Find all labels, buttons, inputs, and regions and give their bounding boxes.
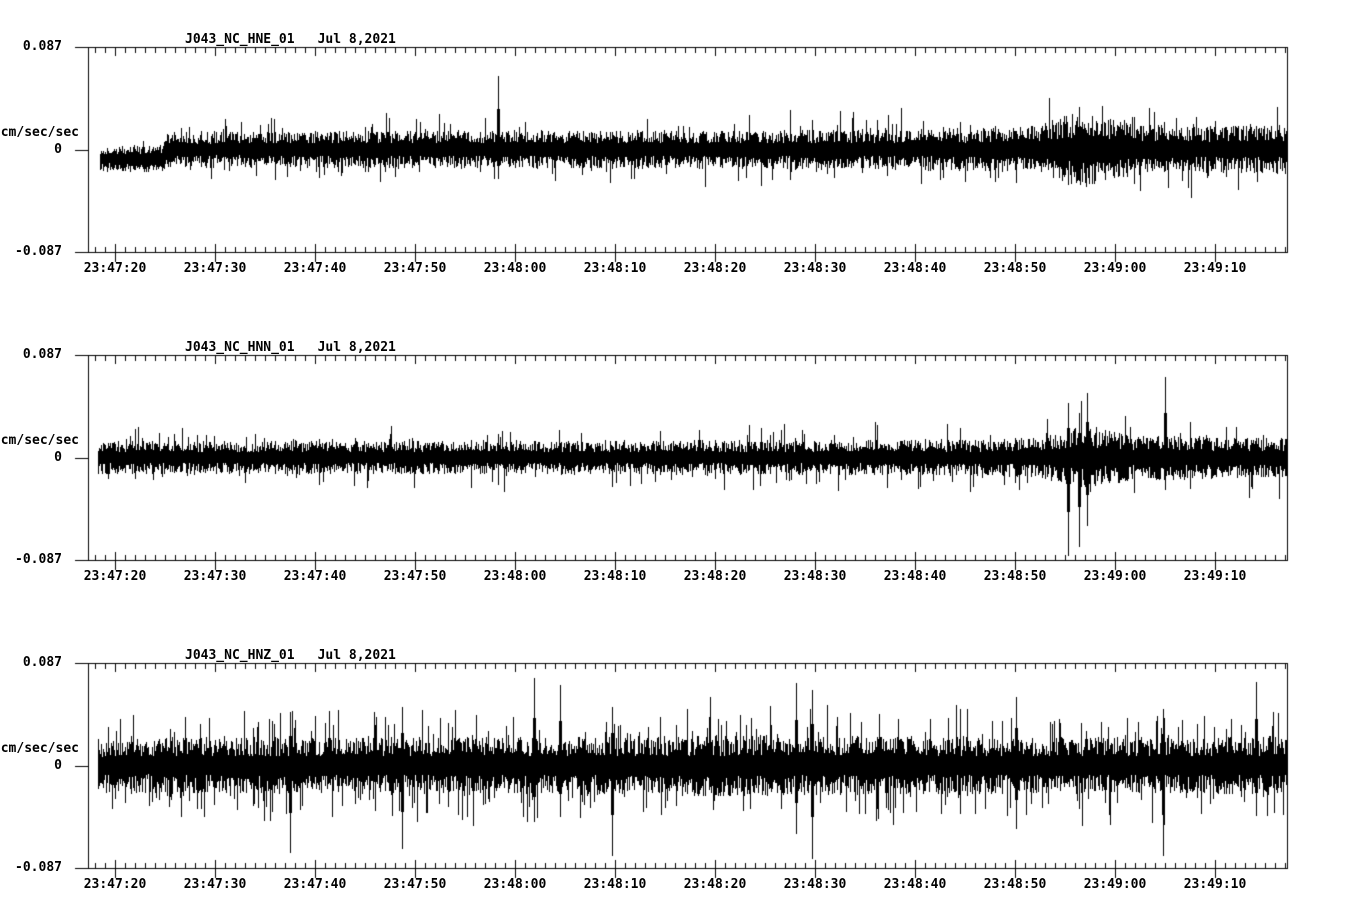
x-axis-tick-label: 23:49:10 xyxy=(1183,877,1247,892)
x-axis-tick-label: 23:48:00 xyxy=(483,569,547,584)
x-axis-tick-label: 23:48:50 xyxy=(983,569,1047,584)
plot-title-date: Jul 8,2021 xyxy=(317,32,396,47)
y-axis-tick-label-max: 0.087 xyxy=(22,39,62,54)
x-axis-tick-label: 23:48:20 xyxy=(683,877,747,892)
x-axis-tick-label: 23:49:00 xyxy=(1083,877,1147,892)
x-axis-tick-label: 23:48:30 xyxy=(783,569,847,584)
x-axis-tick-label: 23:47:30 xyxy=(183,877,247,892)
plot-title-station-channel: J043_NC_HNN_01 xyxy=(185,340,295,355)
x-axis-tick-label: 23:49:10 xyxy=(1183,261,1247,276)
x-axis-tick-label: 23:47:20 xyxy=(83,877,147,892)
y-axis-tick-label-zero: 0 xyxy=(54,141,62,157)
x-axis-tick-label: 23:47:20 xyxy=(83,261,147,276)
x-axis-tick-label: 23:48:40 xyxy=(883,877,947,892)
plot-title-station-channel: J043_NC_HNZ_01 xyxy=(185,648,295,663)
y-axis-tick-label-max: 0.087 xyxy=(22,655,62,670)
plot-title: J043_NC_HNN_01 Jul 8,2021 xyxy=(185,341,396,355)
plot-title: J043_NC_HNE_01 Jul 8,2021 xyxy=(185,33,396,47)
x-axis-tick-label: 23:47:40 xyxy=(283,569,347,584)
plot-title-station-channel: J043_NC_HNE_01 xyxy=(185,32,295,47)
x-axis-tick-label: 23:47:50 xyxy=(383,877,447,892)
x-axis-tick-label: 23:47:40 xyxy=(283,261,347,276)
x-axis-tick-label: 23:48:50 xyxy=(983,877,1047,892)
y-axis-tick-label-min: -0.087 xyxy=(15,244,62,259)
y-axis-unit-label: cm/sec/sec xyxy=(0,740,79,756)
y-axis-tick-label-zero: 0 xyxy=(54,757,62,773)
y-axis-tick-label-min: -0.087 xyxy=(15,552,62,567)
x-axis-tick-label: 23:48:30 xyxy=(783,261,847,276)
x-axis-tick-label: 23:48:00 xyxy=(483,877,547,892)
y-axis-unit-label: cm/sec/sec xyxy=(0,124,79,140)
plot-title: J043_NC_HNZ_01 Jul 8,2021 xyxy=(185,649,396,663)
x-axis-tick-label: 23:48:40 xyxy=(883,261,947,276)
x-axis-tick-label: 23:48:30 xyxy=(783,877,847,892)
x-axis-tick-label: 23:48:10 xyxy=(583,569,647,584)
y-axis-tick-label-zero: 0 xyxy=(54,449,62,465)
x-axis-tick-label: 23:48:40 xyxy=(883,569,947,584)
x-axis-tick-label: 23:47:50 xyxy=(383,261,447,276)
x-axis-tick-label: 23:49:00 xyxy=(1083,569,1147,584)
x-axis-tick-label: 23:48:10 xyxy=(583,877,647,892)
x-axis-tick-label: 23:49:00 xyxy=(1083,261,1147,276)
x-axis-tick-label: 23:48:20 xyxy=(683,261,747,276)
x-axis-tick-label: 23:47:40 xyxy=(283,877,347,892)
y-axis-unit-label: cm/sec/sec xyxy=(0,432,79,448)
x-axis-tick-label: 23:48:10 xyxy=(583,261,647,276)
y-axis-tick-label-max: 0.087 xyxy=(22,347,62,362)
plot-title-date: Jul 8,2021 xyxy=(317,340,396,355)
x-axis-tick-label: 23:48:20 xyxy=(683,569,747,584)
x-axis-tick-label: 23:48:00 xyxy=(483,261,547,276)
x-axis-tick-label: 23:47:20 xyxy=(83,569,147,584)
x-axis-tick-label: 23:47:30 xyxy=(183,569,247,584)
y-axis-tick-label-min: -0.087 xyxy=(15,860,62,875)
x-axis-tick-label: 23:48:50 xyxy=(983,261,1047,276)
x-axis-tick-label: 23:47:50 xyxy=(383,569,447,584)
x-axis-tick-label: 23:47:30 xyxy=(183,261,247,276)
plot-title-date: Jul 8,2021 xyxy=(317,648,396,663)
x-axis-tick-label: 23:49:10 xyxy=(1183,569,1247,584)
